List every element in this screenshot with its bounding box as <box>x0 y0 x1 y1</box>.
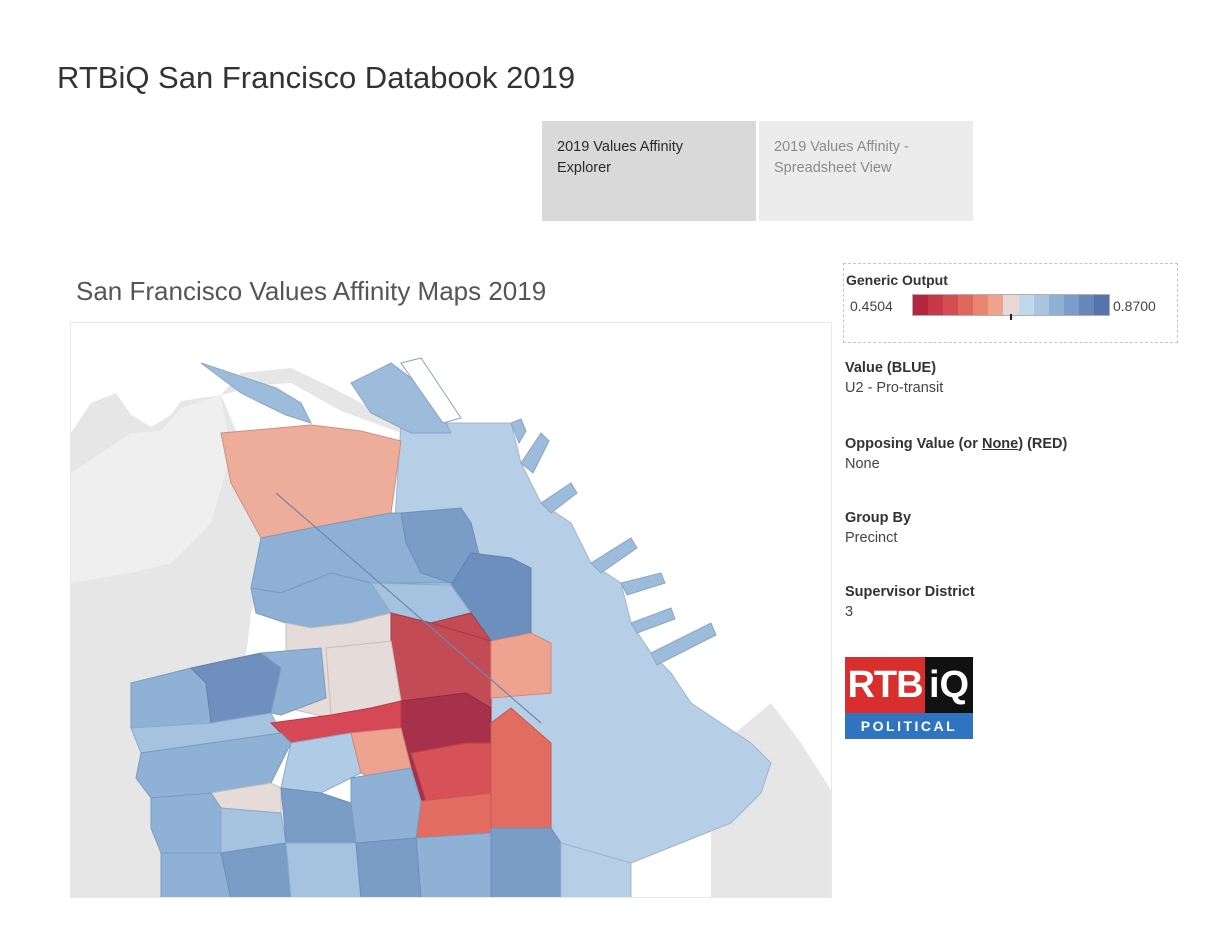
logo-rtb-text: RTB <box>845 657 925 713</box>
logo-tagline: POLITICAL <box>845 713 973 739</box>
param-supervisor-district[interactable]: Supervisor District 3 <box>845 584 975 620</box>
legend-max-value: 0.8700 <box>1113 298 1156 314</box>
none-link[interactable]: None <box>981 436 1019 452</box>
pier-1[interactable] <box>200 362 312 424</box>
precinct-red-2[interactable] <box>410 742 492 802</box>
legend-swatch <box>943 295 959 315</box>
land-presidio <box>71 395 231 583</box>
tab-label-line1: 2019 Values Affinity <box>557 139 684 155</box>
param-current-value[interactable]: 3 <box>845 604 854 620</box>
legend-swatch <box>1063 295 1079 315</box>
tab-values-affinity-explorer[interactable]: 2019 Values Affinity Explorer <box>542 121 756 221</box>
color-legend: Generic Output 0.4504 0.8700 <box>843 263 1178 343</box>
legend-min-value: 0.4504 <box>850 298 893 314</box>
precinct-south-5[interactable] <box>415 832 492 898</box>
param-value-blue[interactable]: Value (BLUE) U2 - Pro-transit <box>845 360 943 396</box>
legend-color-ramp <box>912 294 1110 316</box>
param-group-by[interactable]: Group By Precinct <box>845 510 911 546</box>
precinct-map[interactable] <box>70 322 832 898</box>
legend-swatch <box>1033 295 1049 315</box>
param-label: Value (BLUE) <box>845 360 937 376</box>
param-opposing-value[interactable]: Opposing Value (or None) (RED) None <box>845 436 1067 472</box>
precinct-south-4[interactable] <box>350 767 422 844</box>
param-current-value[interactable]: Precinct <box>845 530 898 546</box>
legend-swatch <box>1003 295 1019 315</box>
legend-swatch <box>1048 295 1064 315</box>
legend-swatch <box>958 295 974 315</box>
legend-swatch <box>1078 295 1094 315</box>
legend-swatch <box>1018 295 1034 315</box>
map-canvas[interactable] <box>71 323 832 898</box>
precinct-salmon-2[interactable] <box>490 632 552 699</box>
logo-iq-text: iQ <box>925 657 973 713</box>
legend-swatch <box>1093 295 1110 315</box>
param-current-value[interactable]: None <box>845 456 880 472</box>
precinct-west-3[interactable] <box>259 647 327 716</box>
map-title: San Francisco Values Affinity Maps 2019 <box>76 276 547 306</box>
pier-2[interactable] <box>350 362 452 434</box>
param-label: Opposing Value (or None) (RED) <box>845 436 1067 452</box>
label-suffix: ) (RED) <box>1018 436 1068 452</box>
legend-swatch <box>988 295 1004 315</box>
label-prefix: Opposing Value (or <box>845 436 982 452</box>
precinct-south-6[interactable] <box>490 827 562 898</box>
pier-dock <box>400 357 462 424</box>
param-current-value[interactable]: U2 - Pro-transit <box>845 380 944 396</box>
legend-swatch <box>973 295 989 315</box>
param-label: Supervisor District <box>845 584 975 600</box>
tab-label-line2: Explorer <box>557 160 611 176</box>
precinct-west-6[interactable] <box>280 732 362 794</box>
tab-spreadsheet-view[interactable]: 2019 Values Affinity - Spreadsheet View <box>759 121 973 221</box>
tab-label-line2: Spreadsheet View <box>774 160 892 176</box>
precinct-south-1[interactable] <box>150 792 222 854</box>
dashboard-tabs: 2019 Values Affinity Explorer 2019 Value… <box>542 121 973 221</box>
legend-marker <box>1010 314 1012 320</box>
rtbiq-logo: RTB iQ POLITICAL <box>845 657 973 739</box>
legend-title: Generic Output <box>846 272 948 288</box>
page-title: RTBiQ San Francisco Databook 2019 <box>57 60 576 95</box>
param-label: Group By <box>845 510 912 526</box>
legend-swatch <box>928 295 944 315</box>
legend-swatch <box>913 295 929 315</box>
tab-label-line1: 2019 Values Affinity - <box>774 139 909 155</box>
